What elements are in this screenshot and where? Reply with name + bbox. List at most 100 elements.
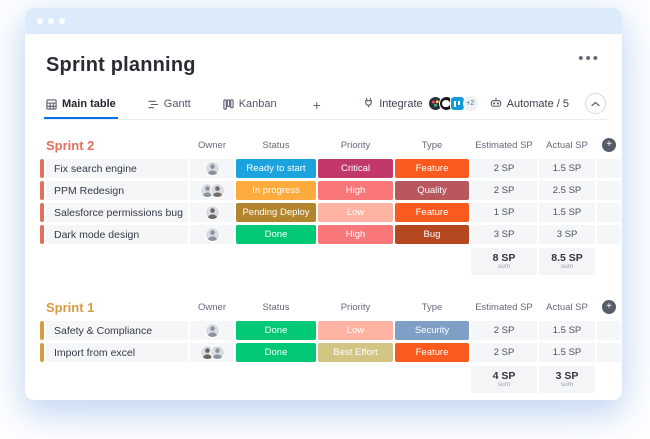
actual-sp-cell[interactable]: 1.5 SP <box>539 321 595 340</box>
priority-chip[interactable]: Low <box>318 203 393 222</box>
automate-button[interactable]: Automate / 5 <box>490 97 569 111</box>
column-header-priority[interactable]: Priority <box>340 139 371 151</box>
column-header-owner[interactable]: Owner <box>198 139 226 151</box>
owner-cell[interactable] <box>190 343 234 362</box>
table-row: Import from excel Done Best Effort Featu… <box>40 343 621 362</box>
table-row: Safety & Compliance Done Low Security 2 … <box>40 321 621 340</box>
priority-chip[interactable]: High <box>318 225 393 244</box>
item-name-cell[interactable]: Safety & Compliance <box>46 321 188 340</box>
owner-cell[interactable] <box>190 225 234 244</box>
sum-caption: sum <box>560 380 574 388</box>
add-view-button[interactable]: + <box>312 97 321 113</box>
actual-sp-sum: 3 SP sum <box>539 366 595 393</box>
item-name-cell[interactable]: Dark mode design <box>46 225 188 244</box>
empty-cell <box>597 159 621 178</box>
collapse-header-button[interactable] <box>585 93 606 114</box>
actual-sp-sum: 8.5 SP sum <box>539 248 595 275</box>
table-icon <box>46 98 57 110</box>
sum-value: 8.5 SP <box>551 251 583 264</box>
integrate-icon <box>363 97 374 111</box>
estimated-sp-cell[interactable]: 2 SP <box>471 181 537 200</box>
window-dot <box>37 18 43 24</box>
sum-caption: sum <box>497 380 511 388</box>
column-header-status[interactable]: Status <box>262 301 290 313</box>
column-header-type[interactable]: Type <box>421 139 443 151</box>
priority-chip[interactable]: Critical <box>318 159 393 178</box>
group-header-sprint-2: Sprint 2 Owner Status Priority Type Esti… <box>40 135 616 155</box>
status-chip[interactable]: Done <box>236 225 316 244</box>
add-column-button[interactable]: + <box>602 300 616 314</box>
column-header-estimated-sp[interactable]: Estimated SP <box>475 139 533 151</box>
owner-cell[interactable] <box>190 159 234 178</box>
group-title[interactable]: Sprint 2 <box>46 137 95 153</box>
group-title[interactable]: Sprint 1 <box>46 299 95 315</box>
estimated-sp-cell[interactable]: 2 SP <box>471 343 537 362</box>
owner-cell[interactable] <box>190 181 234 200</box>
type-chip[interactable]: Security <box>395 321 469 340</box>
actual-sp-cell[interactable]: 1.5 SP <box>539 203 595 222</box>
owner-cell[interactable] <box>190 321 234 340</box>
estimated-sp-cell[interactable]: 3 SP <box>471 225 537 244</box>
status-chip[interactable]: Ready to start <box>236 159 316 178</box>
column-header-priority[interactable]: Priority <box>340 301 371 313</box>
empty-cell <box>597 321 621 340</box>
add-column-button[interactable]: + <box>602 138 616 152</box>
status-chip[interactable]: Done <box>236 321 316 340</box>
actual-sp-cell[interactable]: 3 SP <box>539 225 595 244</box>
type-chip[interactable]: Quality <box>395 181 469 200</box>
sum-caption: sum <box>497 262 511 270</box>
page-title: Sprint planning <box>46 54 196 76</box>
integrate-button[interactable]: Integrate +2 <box>363 96 478 111</box>
kanban-icon <box>223 98 234 110</box>
avatar <box>199 183 215 198</box>
priority-chip[interactable]: Best Effort <box>318 343 393 362</box>
tab-main-table-label: Main table <box>62 98 116 110</box>
column-header-actual-sp[interactable]: Actual SP <box>546 301 588 313</box>
item-name-cell[interactable]: Salesforce permissions bug <box>46 203 188 222</box>
item-name-cell[interactable]: Import from excel <box>46 343 188 362</box>
tab-main-table[interactable]: Main table <box>44 94 118 119</box>
priority-chip[interactable]: Low <box>318 321 393 340</box>
column-header-status[interactable]: Status <box>262 139 290 151</box>
window-dot <box>59 18 65 24</box>
type-chip[interactable]: Feature <box>395 159 469 178</box>
actual-sp-cell[interactable]: 1.5 SP <box>539 159 595 178</box>
tab-kanban[interactable]: Kanban <box>221 94 279 119</box>
tab-gantt-label: Gantt <box>163 98 191 110</box>
integration-app-icons[interactable]: +2 <box>427 96 478 111</box>
estimated-sp-cell[interactable]: 2 SP <box>471 321 537 340</box>
board: Sprint 2 Owner Status Priority Type Esti… <box>40 135 621 393</box>
status-chip[interactable]: Pending Deploy <box>236 203 316 222</box>
priority-chip[interactable]: High <box>318 181 393 200</box>
item-name-cell[interactable]: Fix search engine <box>46 159 188 178</box>
estimated-sp-sum: 4 SP sum <box>471 366 537 393</box>
type-chip[interactable]: Bug <box>395 225 469 244</box>
avatar <box>204 161 220 176</box>
view-tabbar: Main table Gantt Kanban + <box>40 93 608 120</box>
table-row: PPM Redesign In progress High Quality 2 … <box>40 181 621 200</box>
estimated-sp-cell[interactable]: 1 SP <box>471 203 537 222</box>
empty-cell <box>597 181 621 200</box>
status-chip[interactable]: In progress <box>236 181 316 200</box>
tab-gantt[interactable]: Gantt <box>146 94 193 119</box>
type-chip[interactable]: Feature <box>395 203 469 222</box>
item-name-cell[interactable]: PPM Redesign <box>46 181 188 200</box>
group-color-bar <box>40 203 44 222</box>
column-header-type[interactable]: Type <box>421 301 443 313</box>
column-header-actual-sp[interactable]: Actual SP <box>546 139 588 151</box>
column-header-estimated-sp[interactable]: Estimated SP <box>475 301 533 313</box>
owner-cell[interactable] <box>190 203 234 222</box>
empty-cell <box>597 343 621 362</box>
group-color-bar <box>40 343 44 362</box>
group-header-sprint-1: Sprint 1 Owner Status Priority Type Esti… <box>40 297 616 317</box>
estimated-sp-cell[interactable]: 2 SP <box>471 159 537 178</box>
type-chip[interactable]: Feature <box>395 343 469 362</box>
status-chip[interactable]: Done <box>236 343 316 362</box>
column-header-owner[interactable]: Owner <box>198 301 226 313</box>
actual-sp-cell[interactable]: 1.5 SP <box>539 343 595 362</box>
board-menu-button[interactable]: ••• <box>578 50 600 67</box>
group-color-bar <box>40 181 44 200</box>
actual-sp-cell[interactable]: 2.5 SP <box>539 181 595 200</box>
estimated-sp-sum: 8 SP sum <box>471 248 537 275</box>
